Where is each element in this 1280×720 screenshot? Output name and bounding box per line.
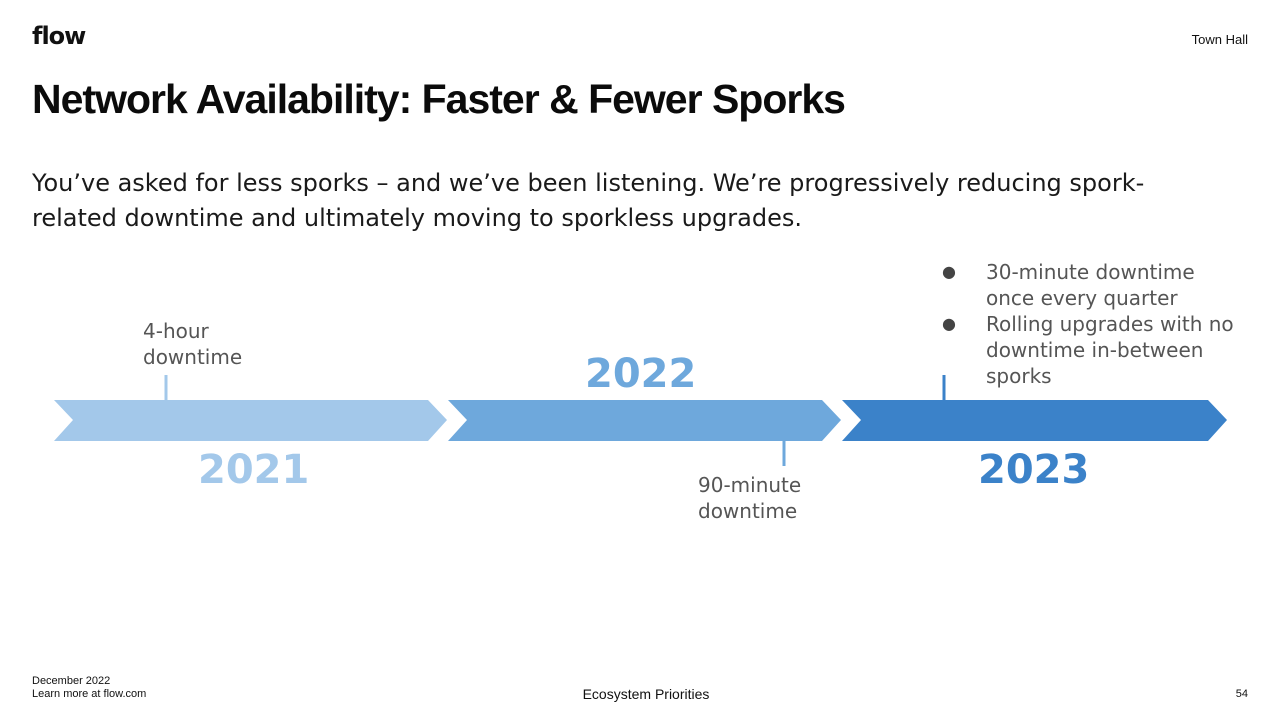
note-2023-line: Rolling upgrades with no <box>986 312 1234 336</box>
timeline-arrow-2022 <box>448 400 841 441</box>
flow-logo: flow <box>32 22 86 50</box>
slide-title: Network Availability: Faster & Fewer Spo… <box>32 76 846 122</box>
year-2021-label: 2021 <box>198 447 310 493</box>
note-2023-line: once every quarter <box>986 286 1178 310</box>
bullet-icon: ● <box>942 314 956 333</box>
footer-link[interactable]: Learn more at flow.com <box>32 688 147 700</box>
note-2021-line: downtime <box>143 345 243 369</box>
note-2021-line: 4-hour <box>143 319 209 343</box>
year-2022-label: 2022 <box>585 351 697 397</box>
footer-date: December 2022 <box>32 675 111 687</box>
section-label: Town Hall <box>1191 32 1248 47</box>
timeline-arrow-2021 <box>54 400 447 441</box>
note-2023-line: downtime in-between <box>986 338 1204 362</box>
note-2023-line: 30-minute downtime <box>986 260 1195 284</box>
note-2022-line: downtime <box>698 499 798 523</box>
bullet-icon: ● <box>942 262 956 281</box>
note-2021: 4-hour downtime <box>143 318 343 370</box>
timeline-arrow-2023 <box>842 400 1227 441</box>
page-number: 54 <box>1235 688 1248 700</box>
note-2023-item: ● Rolling upgrades with no downtime in-b… <box>940 311 1250 389</box>
note-2023-item: ● 30-minute downtime once every quarter <box>940 259 1250 311</box>
note-2022-line: 90-minute <box>698 473 802 497</box>
year-2023-label: 2023 <box>978 447 1090 493</box>
note-2023-line: sporks <box>986 364 1052 388</box>
slide-subtitle: You’ve asked for less sporks – and we’ve… <box>32 169 1145 232</box>
footer-section: Ecosystem Priorities <box>582 686 710 702</box>
footer-info: December 2022 Learn more at flow.com <box>32 675 146 701</box>
note-2023-list: ● 30-minute downtime once every quarter … <box>940 259 1250 389</box>
note-2022: 90-minute downtime <box>698 472 898 524</box>
